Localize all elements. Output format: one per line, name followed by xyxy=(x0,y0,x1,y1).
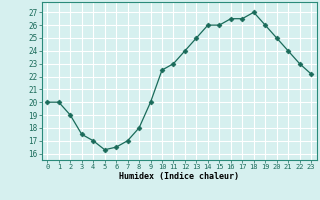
X-axis label: Humidex (Indice chaleur): Humidex (Indice chaleur) xyxy=(119,172,239,181)
